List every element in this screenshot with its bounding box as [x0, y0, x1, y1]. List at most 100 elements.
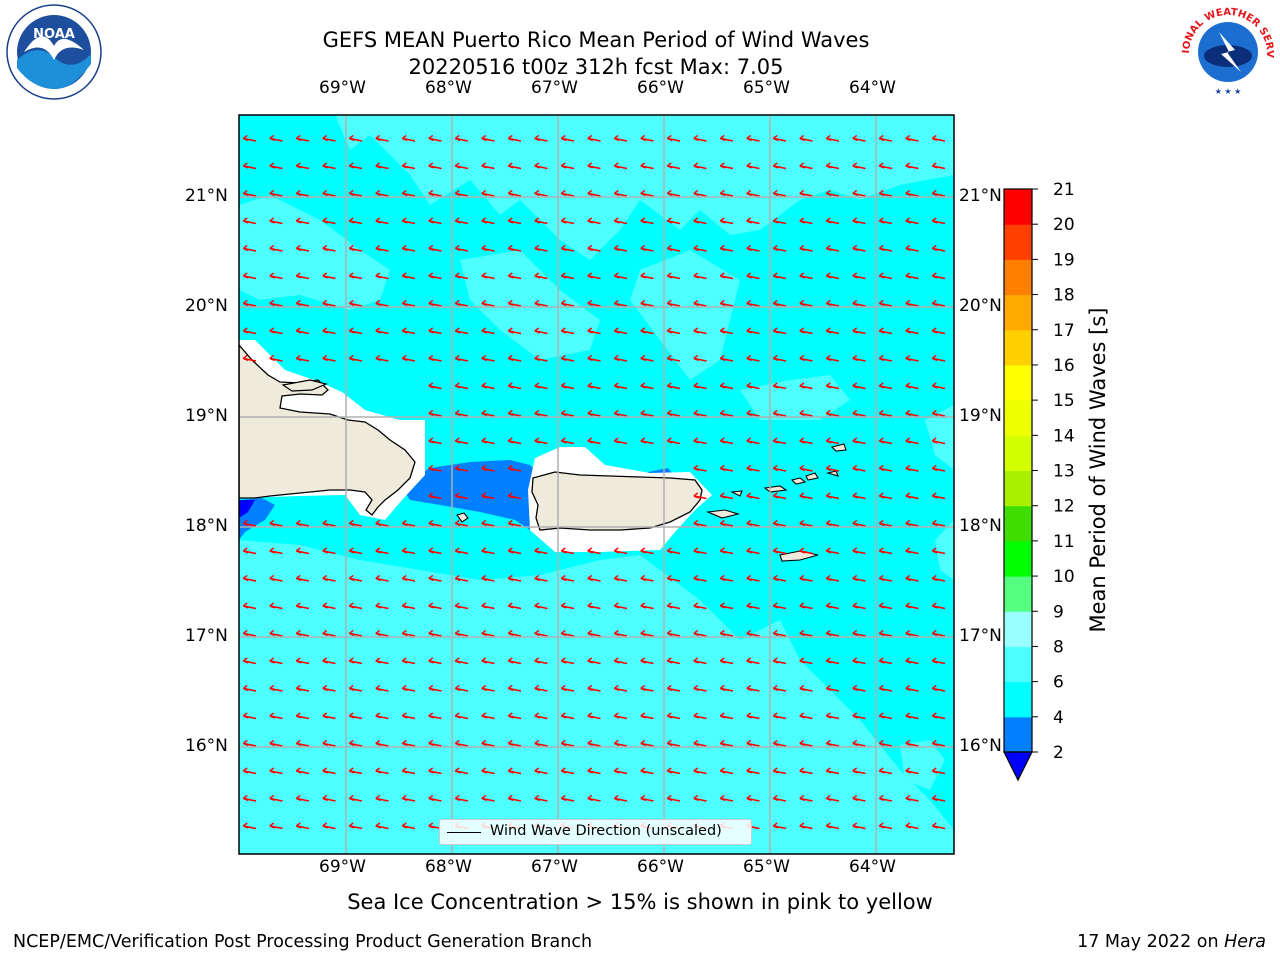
direction-arrow [587, 547, 601, 555]
direction-arrow [666, 684, 681, 692]
direction-arrow [931, 712, 946, 720]
chart-title: GEFS MEAN Puerto Rico Mean Period of Win… [322, 28, 870, 52]
colorbar-tick-label: 11 [1053, 532, 1075, 552]
direction-arrow [242, 822, 257, 830]
direction-arrow [878, 437, 893, 445]
direction-arrow [852, 657, 866, 665]
direction-arrow [375, 272, 389, 280]
direction-arrow [454, 629, 469, 637]
direction-arrow [931, 327, 946, 335]
direction-arrow [401, 822, 416, 830]
direction-arrow [746, 712, 760, 720]
direction-arrow [693, 684, 707, 692]
direction-arrow [401, 244, 416, 252]
direction-arrow [560, 437, 575, 445]
direction-arrow [587, 409, 601, 417]
direction-arrow [348, 244, 363, 252]
small-islands [456, 443, 847, 562]
direction-arrow [719, 629, 734, 637]
direction-arrow [825, 794, 840, 802]
direction-arrow [666, 739, 681, 747]
direction-arrow [693, 767, 707, 775]
svg-text:★ ★ ★: ★ ★ ★ [1215, 87, 1242, 96]
direction-arrow [454, 327, 469, 335]
direction-arrow [401, 547, 416, 555]
direction-arrow [242, 272, 257, 280]
direction-arrow [746, 354, 760, 362]
direction-arrow [825, 547, 840, 555]
direction-arrow [428, 492, 442, 500]
direction-arrow [534, 739, 548, 747]
left-latitude-label: 16°N [185, 736, 228, 756]
direction-arrow [375, 162, 389, 170]
direction-arrow [481, 134, 495, 142]
direction-arrow [560, 712, 575, 720]
top-longitude-label: 66°W [637, 78, 684, 98]
direction-arrow [878, 272, 893, 280]
direction-arrow [746, 657, 760, 665]
direction-arrow [401, 272, 416, 280]
direction-arrow [852, 492, 866, 500]
colorbar-tick-label: 9 [1053, 602, 1064, 622]
direction-arrow [878, 162, 893, 170]
direction-arrow [269, 794, 283, 802]
direction-arrow [931, 272, 946, 280]
direction-arrow [428, 767, 442, 775]
direction-arrow [746, 519, 760, 527]
colorbar-segment [1004, 329, 1032, 366]
direction-arrow [242, 657, 257, 665]
direction-arrow [428, 574, 442, 582]
direction-arrow [640, 382, 654, 390]
direction-arrow [481, 382, 495, 390]
direction-arrow [693, 162, 707, 170]
direction-arrow [905, 217, 919, 225]
direction-arrow [242, 519, 257, 527]
colorbar-tick-label: 18 [1053, 286, 1075, 306]
direction-arrow [269, 134, 283, 142]
right-latitude-label: 18°N [959, 516, 1002, 536]
nws-logo: NATIONAL WEATHER SERVICE ★ ★ ★ [1177, 2, 1275, 96]
direction-arrow [931, 437, 946, 445]
direction-arrow [693, 327, 707, 335]
direction-arrow [613, 354, 628, 362]
direction-arrow [719, 464, 734, 472]
right-latitude-label: 21°N [959, 186, 1002, 206]
direction-arrow [905, 684, 919, 692]
direction-arrow [587, 767, 601, 775]
direction-arrow [269, 354, 283, 362]
direction-arrow [375, 547, 389, 555]
direction-arrow [825, 244, 840, 252]
direction-arrow [242, 217, 257, 225]
direction-arrow [428, 794, 442, 802]
direction-arrow [454, 519, 469, 527]
direction-arrow [799, 437, 813, 445]
direction-arrow [242, 189, 257, 197]
direction-arrow [322, 519, 336, 527]
direction-arrow [693, 712, 707, 720]
direction-arrow [852, 547, 866, 555]
direction-arrow [852, 217, 866, 225]
direction-arrow [295, 574, 310, 582]
direction-arrow [931, 822, 946, 830]
direction-arrow [825, 354, 840, 362]
colorbar-segment [1004, 400, 1032, 436]
legend-line-icon [447, 832, 481, 833]
direction-arrow [322, 217, 336, 225]
direction-arrow [693, 272, 707, 280]
direction-arrow [931, 382, 946, 390]
direction-arrow [269, 162, 283, 170]
direction-arrow [534, 134, 548, 142]
direction-arrow [348, 684, 363, 692]
direction-arrow [931, 217, 946, 225]
direction-arrow [852, 464, 866, 472]
direction-arrow [825, 822, 840, 830]
direction-arrow [481, 437, 495, 445]
direction-arrow [348, 657, 363, 665]
direction-arrow [428, 217, 442, 225]
direction-arrow [375, 657, 389, 665]
direction-arrow [719, 602, 734, 610]
colorbar-segment [1004, 576, 1032, 612]
direction-arrow [507, 519, 522, 527]
direction-arrow [401, 739, 416, 747]
noaa-logo: NOAA [6, 4, 102, 100]
